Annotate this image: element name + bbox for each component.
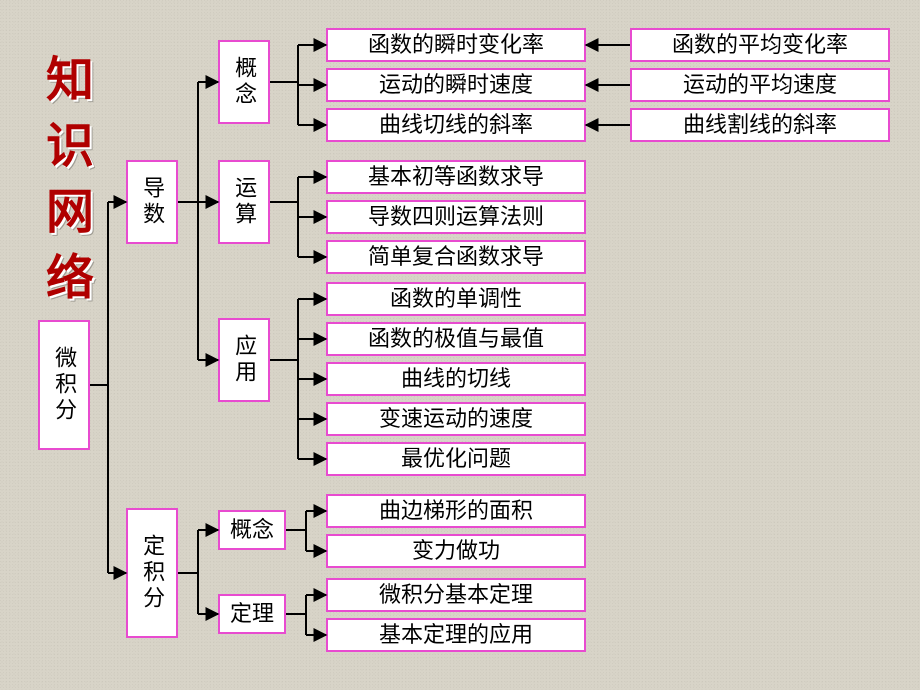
node-d_gainian: 概念 xyxy=(218,510,286,550)
node-r1a: 函数的平均变化率 xyxy=(630,28,890,62)
node-c5a: 微积分基本定理 xyxy=(326,578,586,612)
node-c5b: 基本定理的应用 xyxy=(326,618,586,652)
node-root: 微积分 xyxy=(38,320,90,450)
node-c2c: 简单复合函数求导 xyxy=(326,240,586,274)
node-gainian: 概念 xyxy=(218,40,270,124)
node-daoshu: 导数 xyxy=(126,160,178,244)
node-c4b: 变力做功 xyxy=(326,534,586,568)
node-c3c: 曲线的切线 xyxy=(326,362,586,396)
node-c3a: 函数的单调性 xyxy=(326,282,586,316)
node-c4a: 曲边梯形的面积 xyxy=(326,494,586,528)
node-r1b: 运动的平均速度 xyxy=(630,68,890,102)
node-c3d: 变速运动的速度 xyxy=(326,402,586,436)
node-d_dingli: 定理 xyxy=(218,594,286,634)
title-char: 知 xyxy=(45,40,95,110)
title-char: 网 xyxy=(45,172,95,242)
node-c1b: 运动的瞬时速度 xyxy=(326,68,586,102)
node-yingyong: 应用 xyxy=(218,318,270,402)
node-r1c: 曲线割线的斜率 xyxy=(630,108,890,142)
title-char: 络 xyxy=(45,238,95,308)
node-c1c: 曲线切线的斜率 xyxy=(326,108,586,142)
title-char: 识 xyxy=(45,106,95,176)
node-c2b: 导数四则运算法则 xyxy=(326,200,586,234)
node-c1a: 函数的瞬时变化率 xyxy=(326,28,586,62)
node-c3b: 函数的极值与最值 xyxy=(326,322,586,356)
node-c2a: 基本初等函数求导 xyxy=(326,160,586,194)
node-yunsuan: 运算 xyxy=(218,160,270,244)
node-dingjf: 定积分 xyxy=(126,508,178,638)
node-c3e: 最优化问题 xyxy=(326,442,586,476)
